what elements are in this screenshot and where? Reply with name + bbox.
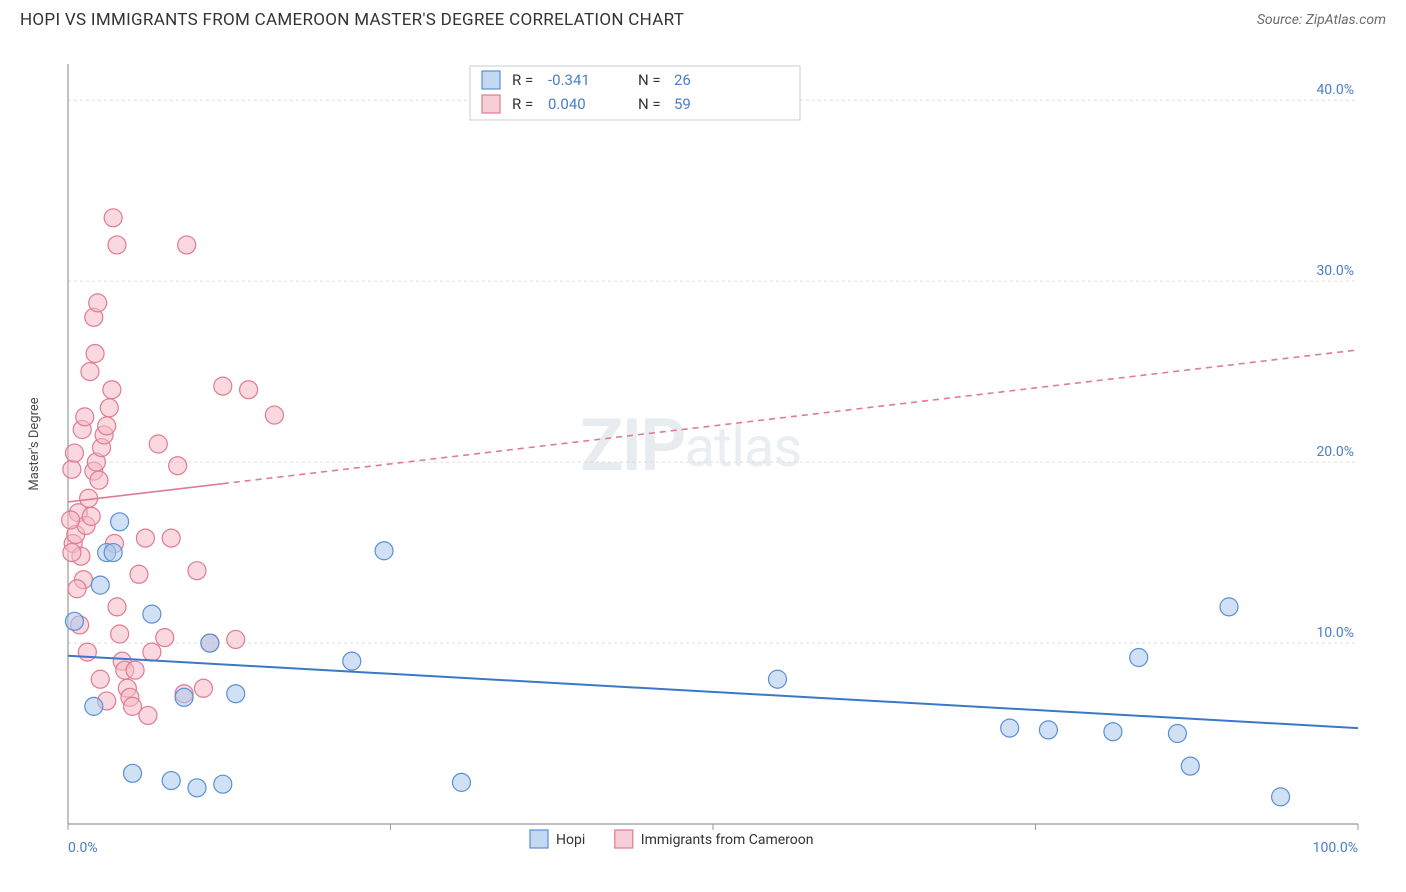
scatter-point-cameroon (143, 643, 161, 661)
legend-swatch-cameroon (482, 95, 500, 113)
scatter-point-cameroon (82, 507, 100, 525)
scatter-point-hopi (1272, 788, 1290, 806)
legend-n-label: N = (638, 95, 661, 113)
scatter-point-cameroon (162, 529, 180, 547)
scatter-point-hopi (375, 542, 393, 560)
watermark: ZIPatlas (580, 403, 801, 488)
scatter-point-cameroon (89, 294, 107, 312)
scatter-point-hopi (1104, 723, 1122, 741)
scatter-point-cameroon (108, 598, 126, 616)
scatter-point-cameroon (130, 565, 148, 583)
scatter-chart: ZIPatlas 10.0% 20.0% 30.0% 40.0% 0.0% 100.0% Ma… (20, 40, 1386, 860)
scatter-point-hopi (1168, 725, 1186, 743)
scatter-point-cameroon (240, 381, 258, 399)
scatter-point-hopi (1001, 719, 1019, 737)
x-tick-label: 100.0% (1313, 840, 1358, 856)
scatter-point-hopi (143, 605, 161, 623)
y-tick-label: 30.0% (1316, 263, 1354, 279)
legend-r-value: 0.040 (548, 95, 586, 113)
bottom-legend-swatch-cameroon (615, 830, 633, 848)
legend-r-value: -0.341 (548, 71, 590, 89)
bottom-legend-swatch-hopi (530, 830, 548, 848)
scatter-point-cameroon (62, 511, 80, 529)
scatter-point-hopi (1220, 598, 1238, 616)
scatter-point-cameroon (91, 670, 109, 688)
scatter-point-cameroon (139, 706, 157, 724)
scatter-point-cameroon (86, 345, 104, 363)
scatter-point-hopi (124, 764, 142, 782)
scatter-point-hopi (91, 576, 109, 594)
legend-r-label: R = (512, 71, 533, 89)
scatter-point-cameroon (63, 544, 81, 562)
x-tick-label: 0.0% (68, 840, 98, 856)
scatter-point-cameroon (126, 661, 144, 679)
chart-svg: ZIPatlas 10.0% 20.0% 30.0% 40.0% 0.0% 100.0% Ma… (20, 40, 1386, 860)
trend-line-hopi (68, 656, 1358, 728)
legend-swatch-hopi (482, 71, 500, 89)
scatter-point-hopi (227, 685, 245, 703)
chart-header: HOPI VS IMMIGRANTS FROM CAMEROON MASTER'… (0, 0, 1406, 36)
scatter-point-cameroon (156, 629, 174, 647)
scatter-point-hopi (214, 775, 232, 793)
scatter-point-cameroon (178, 236, 196, 254)
scatter-point-hopi (343, 652, 361, 670)
scatter-point-cameroon (136, 529, 154, 547)
scatter-point-hopi (85, 697, 103, 715)
scatter-point-hopi (769, 670, 787, 688)
bottom-legend-label-hopi: Hopi (556, 832, 585, 848)
scatter-point-hopi (452, 773, 470, 791)
scatter-point-cameroon (194, 679, 212, 697)
bottom-legend-label-cameroon: Immigrants from Cameroon (641, 832, 814, 848)
scatter-point-cameroon (65, 444, 83, 462)
scatter-point-cameroon (227, 630, 245, 648)
scatter-point-hopi (1039, 721, 1057, 739)
scatter-point-hopi (1130, 649, 1148, 667)
legend-n-value: 26 (674, 71, 691, 89)
scatter-point-cameroon (68, 580, 86, 598)
scatter-point-cameroon (90, 471, 108, 489)
scatter-point-hopi (111, 513, 129, 531)
scatter-point-cameroon (100, 399, 118, 417)
legend-n-label: N = (638, 71, 661, 89)
scatter-point-cameroon (81, 363, 99, 381)
scatter-point-hopi (1181, 757, 1199, 775)
scatter-point-cameroon (214, 377, 232, 395)
y-axis-title: Master's Degree (27, 397, 42, 490)
scatter-point-cameroon (188, 562, 206, 580)
scatter-point-cameroon (265, 406, 283, 424)
scatter-point-hopi (175, 688, 193, 706)
scatter-point-hopi (188, 779, 206, 797)
y-tick-label: 40.0% (1316, 82, 1354, 98)
scatter-point-hopi (104, 544, 122, 562)
scatter-point-cameroon (103, 381, 121, 399)
scatter-point-cameroon (149, 435, 167, 453)
scatter-point-cameroon (76, 408, 94, 426)
scatter-point-hopi (65, 612, 83, 630)
scatter-point-cameroon (104, 209, 122, 227)
legend-n-value: 59 (674, 95, 691, 113)
scatter-point-cameroon (169, 457, 187, 475)
scatter-point-cameroon (63, 460, 81, 478)
y-tick-label: 10.0% (1316, 625, 1354, 641)
scatter-point-hopi (162, 772, 180, 790)
chart-title: HOPI VS IMMIGRANTS FROM CAMEROON MASTER'… (20, 10, 684, 30)
scatter-point-cameroon (98, 417, 116, 435)
scatter-point-cameroon (108, 236, 126, 254)
legend-r-label: R = (512, 95, 533, 113)
scatter-point-hopi (201, 634, 219, 652)
source-attribution: Source: ZipAtlas.com (1257, 12, 1386, 28)
scatter-point-cameroon (111, 625, 129, 643)
y-tick-label: 20.0% (1316, 444, 1354, 460)
scatter-point-cameroon (78, 643, 96, 661)
